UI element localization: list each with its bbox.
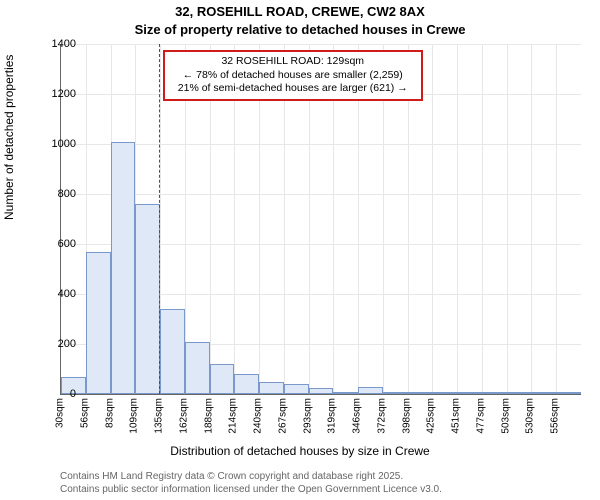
gridline-h [61,194,581,195]
gridline-v [507,44,508,394]
y-tick-label: 800 [40,188,76,200]
callout-box: 32 ROSEHILL ROAD: 129sqm← 78% of detache… [163,50,423,101]
x-tick-label: 319sqm [327,398,338,434]
gridline-v [556,44,557,394]
histogram-bar [408,392,433,394]
histogram-bar [309,388,334,394]
histogram-bar [482,392,507,394]
x-tick-label: 346sqm [352,398,363,434]
x-tick-label: 56sqm [79,398,90,428]
x-tick-label: 425sqm [426,398,437,434]
histogram-bar [383,392,408,395]
y-tick-label: 400 [40,288,76,300]
y-tick-label: 1400 [40,38,76,50]
x-tick-label: 188sqm [203,398,214,434]
histogram-bar [432,392,457,394]
x-tick-label: 372sqm [376,398,387,434]
attribution-line-2: Contains public sector information licen… [60,484,580,497]
x-tick-label: 451sqm [451,398,462,434]
gridline-h [61,144,581,145]
histogram-bar [556,392,581,394]
y-tick-label: 1200 [40,88,76,100]
callout-line-3: 21% of semi-detached houses are larger (… [171,82,415,96]
histogram-bar [234,374,259,394]
plot-area: 32 ROSEHILL ROAD: 129sqm← 78% of detache… [60,44,581,395]
x-tick-label: 135sqm [154,398,165,434]
histogram-bar [210,364,235,394]
histogram-bar [531,392,556,394]
x-tick-label: 83sqm [104,398,115,428]
chart-title-main: 32, ROSEHILL ROAD, CREWE, CW2 8AX [0,4,600,19]
attribution-text: Contains HM Land Registry data © Crown c… [60,471,580,496]
histogram-bar [86,252,111,395]
chart-title-sub: Size of property relative to detached ho… [0,22,600,37]
histogram-bar [284,384,309,394]
x-tick-label: 240sqm [253,398,264,434]
callout-line-2: ← 78% of detached houses are smaller (2,… [171,69,415,83]
attribution-line-1: Contains HM Land Registry data © Crown c… [60,471,580,484]
gridline-v [432,44,433,394]
reference-line [159,44,160,394]
x-tick-label: 293sqm [302,398,313,434]
x-tick-label: 477sqm [475,398,486,434]
x-tick-label: 530sqm [525,398,536,434]
x-tick-label: 267sqm [277,398,288,434]
gridline-v [457,44,458,394]
callout-line-1: 32 ROSEHILL ROAD: 129sqm [171,55,415,69]
property-size-histogram: 32, ROSEHILL ROAD, CREWE, CW2 8AX Size o… [0,0,600,500]
gridline-v [482,44,483,394]
histogram-bar [507,392,532,394]
x-tick-label: 398sqm [401,398,412,434]
gridline-v [531,44,532,394]
x-tick-label: 30sqm [55,398,66,428]
y-axis-label: Number of detached properties [2,55,16,220]
histogram-bar [333,392,358,395]
histogram-bar [135,204,160,394]
histogram-bar [185,342,210,395]
histogram-bar [160,309,185,394]
y-tick-label: 600 [40,238,76,250]
histogram-bar [259,382,284,395]
x-tick-label: 214sqm [228,398,239,434]
gridline-h [61,44,581,45]
x-tick-label: 162sqm [178,398,189,434]
histogram-bar [111,142,136,395]
x-tick-label: 556sqm [550,398,561,434]
histogram-bar [457,392,482,394]
histogram-bar [358,387,383,395]
x-tick-label: 109sqm [129,398,140,434]
y-tick-label: 1000 [40,138,76,150]
x-axis-label: Distribution of detached houses by size … [0,444,600,458]
x-tick-label: 503sqm [500,398,511,434]
y-tick-label: 200 [40,338,76,350]
